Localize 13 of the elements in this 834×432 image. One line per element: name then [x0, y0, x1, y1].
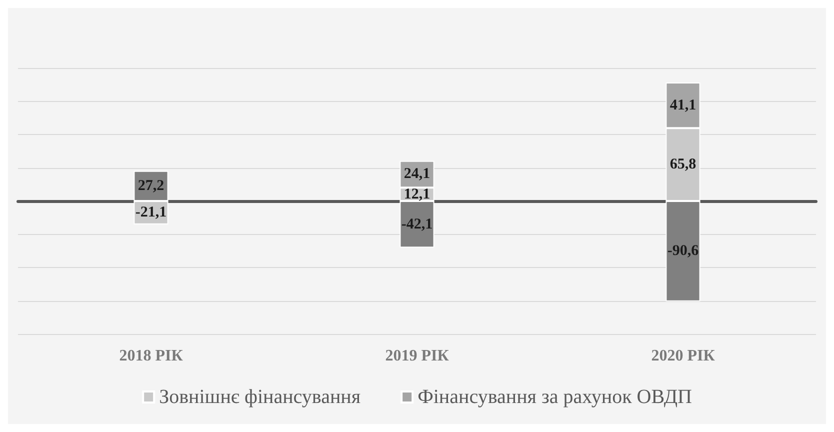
legend-label: Зовнішнє фінансування: [159, 386, 361, 408]
data-label: 12,1: [404, 186, 430, 202]
data-label: 24,1: [404, 166, 430, 182]
legend-label: Фінансування за рахунок ОВДП: [418, 386, 692, 408]
data-label: -42,1: [401, 216, 433, 232]
x-tick-label: 2020 РІК: [651, 348, 716, 364]
data-label: 41,1: [670, 97, 696, 114]
data-label: 65,8: [670, 156, 696, 173]
x-tick-label: 2018 РІК: [119, 348, 184, 364]
x-tick-label: 2019 РІК: [385, 348, 450, 364]
data-label: 27,2: [138, 178, 164, 194]
data-label: -21,1: [135, 204, 167, 221]
data-label: -90,6: [667, 243, 700, 260]
